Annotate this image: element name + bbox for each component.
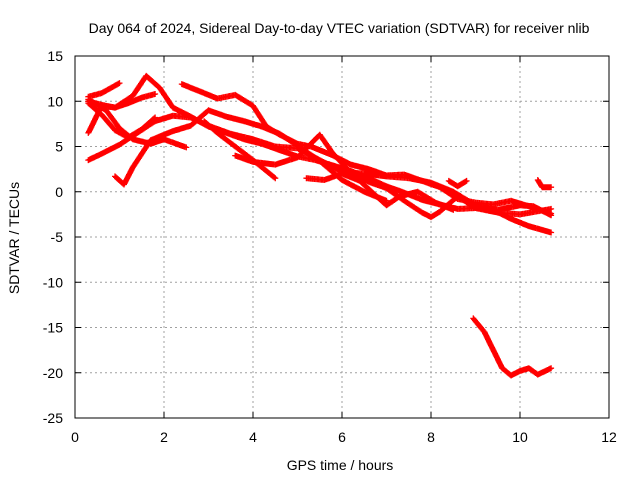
y-tick-label: 5 xyxy=(55,139,63,155)
data-series xyxy=(85,72,555,379)
x-axis-label: GPS time / hours xyxy=(287,457,394,473)
y-tick-label: 0 xyxy=(55,184,63,200)
y-tick-label: -25 xyxy=(43,410,63,426)
y-tick-label: -10 xyxy=(43,274,63,290)
x-tick-label: 8 xyxy=(427,429,435,445)
y-tick-label: -5 xyxy=(51,229,64,245)
series-track-11 xyxy=(303,170,457,213)
y-axis-label: SDTVAR / TECUs xyxy=(6,182,22,294)
x-tick-label: 2 xyxy=(160,429,168,445)
y-tick-label: -15 xyxy=(43,320,63,336)
x-tick-label: 6 xyxy=(338,429,346,445)
series-trail xyxy=(470,315,555,379)
series-trail xyxy=(534,177,555,191)
series-trail xyxy=(85,100,159,141)
y-tick-label: 15 xyxy=(47,48,63,64)
x-tick-label: 4 xyxy=(249,429,257,445)
y-tick-label: 10 xyxy=(47,93,63,109)
series-track-10 xyxy=(232,131,555,236)
axis-ticks: 0 2 4 6 8 10 12 -25 -20 -15 -10 -5 0 5 10 15 xyxy=(43,48,617,445)
x-tick-label: 0 xyxy=(71,429,79,445)
x-tick-label: 12 xyxy=(601,429,617,445)
series-track-12 xyxy=(445,177,470,190)
series-trail xyxy=(303,170,457,213)
series-track-14 xyxy=(470,315,555,379)
x-tick-label: 10 xyxy=(512,429,528,445)
series-track-13 xyxy=(534,177,555,191)
series-trail xyxy=(445,177,470,190)
y-tick-label: -20 xyxy=(43,365,63,381)
series-trail xyxy=(232,131,555,236)
series-track-6 xyxy=(85,100,159,141)
chart-title: Day 064 of 2024, Sidereal Day-to-day VTE… xyxy=(89,20,590,36)
